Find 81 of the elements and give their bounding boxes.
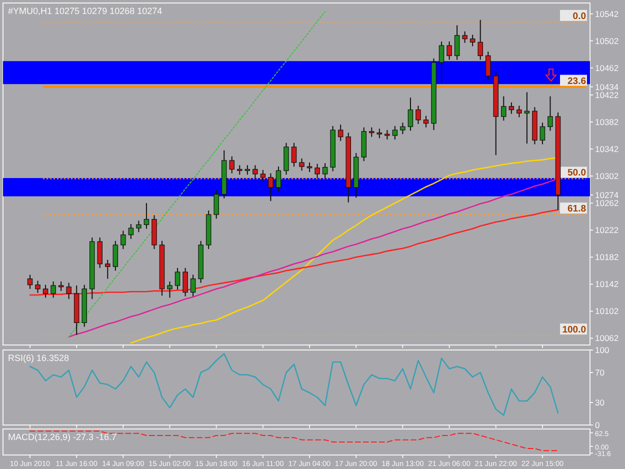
candlestick	[120, 230, 126, 250]
candlestick	[260, 169, 266, 182]
candlestick	[376, 128, 382, 139]
candlestick	[252, 164, 258, 179]
candlestick	[524, 92, 530, 144]
y-tick-label: 10302	[595, 171, 619, 182]
y-tick-label: 10062	[595, 333, 619, 344]
y-tick-label: 10102	[595, 306, 619, 316]
y-tick-label: 0	[595, 420, 600, 430]
candlestick	[182, 267, 188, 297]
candlestick	[144, 202, 150, 230]
annotation: 50.0	[568, 168, 586, 179]
candlestick	[416, 105, 421, 124]
candlestick	[462, 30, 468, 44]
candlestick	[112, 240, 118, 272]
candlestick	[400, 122, 406, 135]
annotation: 61.8	[568, 204, 586, 215]
candlestick	[508, 102, 514, 114]
annotation: 100.0	[562, 324, 586, 336]
candlestick	[485, 51, 491, 81]
candlestick	[66, 282, 72, 300]
annotation: 23.6	[568, 76, 586, 87]
candlestick	[478, 19, 483, 60]
candlestick	[128, 224, 134, 240]
candlestick	[540, 122, 546, 145]
candlestick	[244, 164, 250, 176]
candlestick	[190, 274, 196, 297]
candlestick	[322, 162, 328, 179]
y-tick-label: 10262	[595, 198, 619, 208]
annotation: 0.0	[572, 10, 586, 22]
candlestick	[174, 267, 180, 290]
candlestick	[268, 172, 274, 202]
y-tick-label: 10542	[595, 8, 619, 19]
y-tick-label: 10182	[595, 252, 619, 262]
y-tick-label: 10502	[595, 36, 619, 46]
y-tick-label: 10142	[595, 279, 619, 290]
candlestick	[229, 156, 235, 174]
chart-title: #YMU0,H1 10275 10279 10268 10274	[8, 6, 162, 16]
candlestick	[454, 24, 460, 60]
y-tick-label: 10462	[595, 62, 619, 73]
candlestick	[501, 96, 506, 122]
candlestick	[314, 163, 320, 179]
y-tick-label: 30	[595, 398, 605, 408]
y-tick-label: 10342	[595, 144, 619, 154]
candlestick	[516, 105, 522, 118]
candlestick	[27, 274, 33, 290]
chart-title: RSI(6) 16.3528	[8, 353, 70, 363]
candlestick	[408, 97, 414, 132]
chart-title: MACD(12,26,9) -27.3 -16.7	[8, 432, 117, 442]
y-tick-label: 100	[595, 345, 610, 355]
candlestick	[214, 190, 219, 220]
candlestick	[446, 41, 452, 60]
candlestick	[58, 280, 64, 292]
candlestick	[384, 130, 390, 140]
candlestick	[369, 126, 374, 138]
y-tick-label: 10382	[595, 116, 619, 127]
candlestick	[306, 162, 312, 172]
candlestick	[105, 259, 110, 280]
candlestick	[548, 96, 553, 132]
y-tick-label: 10222	[595, 225, 619, 236]
candlestick	[136, 220, 142, 233]
y-tick-label: 70	[595, 368, 605, 378]
y-tick-label: 10422	[595, 90, 619, 100]
line-series	[29, 209, 559, 296]
candlestick	[299, 158, 304, 172]
candlestick	[42, 284, 48, 298]
candlestick	[97, 237, 103, 268]
candlestick	[35, 280, 40, 294]
y-tick-label: 10434	[595, 82, 619, 92]
candlestick	[50, 280, 56, 298]
candlestick	[338, 124, 344, 142]
candlestick	[167, 280, 172, 298]
candlestick	[237, 164, 242, 176]
candlestick	[438, 41, 444, 84]
candlestick	[284, 142, 289, 176]
candlestick	[291, 142, 297, 168]
y-tick-label: 10274	[595, 190, 619, 200]
candlestick	[423, 115, 429, 128]
candlestick	[276, 166, 282, 192]
candlestick	[470, 34, 476, 47]
candlestick	[392, 126, 398, 140]
